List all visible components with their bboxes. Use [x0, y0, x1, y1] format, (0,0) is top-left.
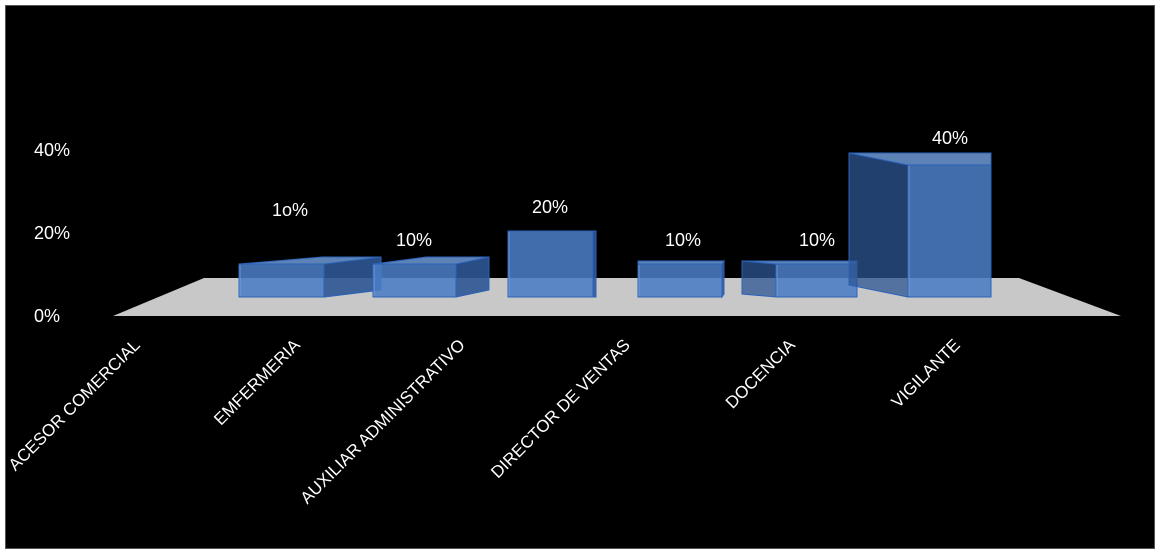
bar — [637, 259, 725, 299]
data-label: 10% — [665, 230, 701, 250]
x-tick-label: ACESOR COMERCIAL — [6, 335, 144, 474]
bar-front — [637, 263, 723, 298]
data-label: 40% — [932, 128, 968, 148]
data-labels: 1o% 10% 20% 10% 10% 40% — [272, 128, 968, 250]
x-tick-label: DIRECTOR DE VENTAS — [487, 335, 634, 482]
x-tick-label: DOCENCIA — [722, 335, 799, 412]
chart-area: 0% 20% 40% 1o% 10% 20% 10% 10% 40% ACESOR COMER… — [5, 5, 1155, 549]
data-label: 10% — [799, 230, 835, 250]
x-tick-label: VIGILANTE — [888, 335, 964, 411]
y-tick-label: 40% — [34, 140, 70, 160]
x-tick-label: EMFERMERIA — [210, 335, 304, 429]
bar-side — [741, 260, 777, 298]
bar — [372, 256, 490, 298]
bar-side — [848, 152, 909, 298]
bar-front — [907, 164, 992, 298]
bars — [238, 152, 992, 299]
bar-front — [775, 263, 858, 298]
bar — [507, 230, 597, 298]
y-axis: 0% 20% 40% — [34, 140, 70, 326]
bar-chart: 0% 20% 40% 1o% 10% 20% 10% 10% 40% ACESOR COMER… — [6, 128, 1121, 508]
data-label: 10% — [396, 230, 432, 250]
y-tick-label: 20% — [34, 223, 70, 243]
bar-front — [507, 230, 594, 298]
bar-front — [372, 263, 457, 298]
data-label: 1o% — [272, 200, 308, 220]
y-tick-label: 0% — [34, 306, 60, 326]
bar-front — [238, 263, 325, 298]
bar — [238, 256, 382, 298]
bar — [848, 152, 992, 298]
bar — [741, 260, 858, 298]
x-tick-label: AUXILIAR ADMINISTRATIVO — [297, 335, 469, 507]
data-label: 20% — [532, 197, 568, 217]
